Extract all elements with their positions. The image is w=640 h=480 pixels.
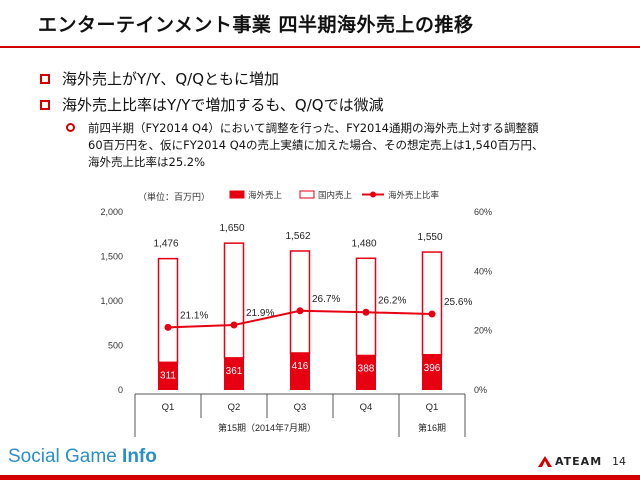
social-game-info-logo: Social Game Info [8, 446, 157, 467]
legend-marker-2 [370, 191, 376, 198]
period-label-0: 第15期（2014年7月期） [218, 422, 316, 433]
bar-overseas [158, 362, 178, 390]
ateam-brand: ATEAM [538, 455, 602, 468]
y-left-tick-label: 0 [118, 385, 123, 395]
bar-domestic [289, 250, 311, 354]
sub-bullet-line-1: 前四半期（FY2014 Q4）において調整を行った、FY2014通期の海外売上対… [88, 121, 539, 135]
title-divider [0, 46, 640, 48]
ratio-point [230, 321, 238, 329]
overseas-value-label: 396 [424, 363, 441, 374]
ratio-point [164, 323, 172, 331]
y-right-tick-label: 60% [474, 207, 492, 217]
bar-domestic [355, 257, 377, 357]
ateam-logo-icon [538, 456, 552, 467]
total-value-label: 1,476 [153, 239, 178, 250]
bullet-1-text: 海外売上がY/Y、Q/Qともに増加 [62, 70, 280, 88]
square-bullet-icon [40, 73, 50, 84]
ratio-value-label: 26.2% [378, 295, 406, 306]
bullet-2-text: 海外売上比率はY/Yで増加するも、Q/Qでは微減 [62, 96, 384, 114]
bar-overseas [290, 352, 310, 390]
period-label-1: 第16期 [418, 422, 446, 433]
total-value-label: 1,550 [417, 232, 442, 243]
ratio-point [362, 308, 370, 316]
overseas-value-label: 416 [292, 361, 309, 372]
ratio-value-label: 25.6% [444, 297, 472, 308]
overseas-value-label: 388 [358, 363, 375, 374]
total-value-label: 1,480 [351, 238, 376, 249]
y-right-tick-label: 40% [474, 266, 492, 276]
legend-label-0: 海外売上 [248, 190, 283, 200]
y-right-tick-label: 20% [474, 326, 492, 336]
unit-label: （単位：百万円） [138, 191, 210, 202]
x-tick-label: Q2 [228, 402, 241, 413]
sub-bullet-line-3: 海外売上比率は25.2% [88, 155, 206, 169]
footer-bar [0, 475, 640, 480]
bar-domestic [157, 257, 179, 364]
legend-label-1: 国内売上 [318, 190, 353, 200]
sub-bullet: 前四半期（FY2014 Q4）において調整を行った、FY2014通期の海外売上対… [66, 120, 543, 171]
slide-title: エンターテインメント事業 四半期海外売上の推移 [38, 14, 474, 36]
ratio-point [296, 307, 304, 315]
bar-domestic [421, 251, 443, 356]
bar-overseas [422, 354, 442, 390]
legend-label-2: 海外売上比率 [388, 190, 440, 200]
ratio-value-label: 21.9% [246, 308, 274, 319]
x-tick-label: Q3 [294, 402, 307, 413]
y-left-tick-label: 1,000 [100, 296, 123, 306]
bar-domestic [223, 242, 245, 359]
y-left-tick-label: 500 [108, 341, 123, 351]
total-value-label: 1,650 [219, 223, 244, 234]
x-tick-label: Q1 [426, 402, 439, 413]
y-left-tick-label: 2,000 [100, 207, 123, 217]
overseas-value-label: 361 [226, 366, 243, 377]
overseas-value-label: 311 [160, 370, 176, 381]
y-left-tick-label: 1,500 [100, 252, 123, 262]
bullet-2: 海外売上比率はY/Yで増加するも、Q/Qでは微減 [40, 94, 384, 115]
legend-swatch-0 [229, 190, 245, 199]
ring-bullet-icon [66, 123, 75, 132]
x-tick-label: Q4 [360, 402, 373, 413]
square-bullet-icon [40, 99, 50, 110]
bar-overseas [356, 355, 376, 390]
ratio-point [428, 310, 436, 318]
bar-overseas [224, 357, 244, 390]
ratio-value-label: 26.7% [312, 294, 340, 305]
legend-swatch-1 [299, 190, 315, 199]
sub-bullet-line-2: 60百万円を、仮にFY2014 Q4の売上実績に加えた場合、その想定売上は1,5… [88, 138, 544, 152]
x-tick-label: Q1 [162, 402, 175, 413]
ratio-value-label: 21.1% [180, 310, 208, 321]
y-right-tick-label: 0% [474, 385, 487, 395]
total-value-label: 1,562 [285, 231, 310, 242]
page-number: 14 [612, 455, 626, 468]
bullet-1: 海外売上がY/Y、Q/Qともに増加 [40, 68, 279, 89]
